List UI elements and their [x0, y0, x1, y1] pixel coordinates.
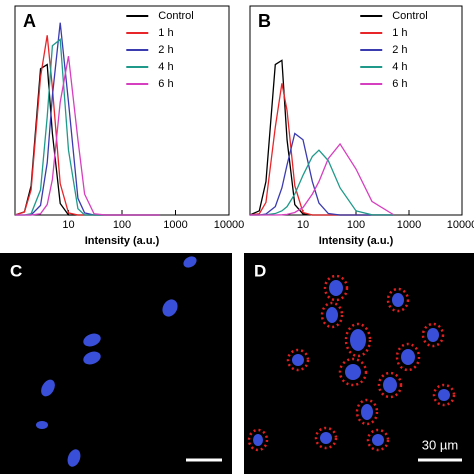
x-axis-label: Intensity (a.u.) — [319, 235, 394, 247]
chart: 10 100 1000 10000 Intensity (a.u.) B Control 1 … — [249, 5, 474, 247]
legend-label: 6 h — [158, 78, 173, 90]
x-tick-label: 100 — [347, 219, 365, 231]
panel-label: C — [10, 261, 22, 280]
micrograph-d: 30 µm D — [244, 253, 474, 474]
panel-label: D — [254, 261, 266, 280]
series-line — [14, 35, 160, 216]
series-line — [250, 132, 394, 216]
nuclei — [253, 280, 450, 446]
x-tick-label: 10000 — [447, 219, 474, 231]
image-background — [244, 253, 474, 474]
x-tick-label: 10000 — [214, 219, 245, 231]
plot-frame — [249, 5, 463, 216]
x-tick-label: 100 — [113, 219, 131, 231]
panel-label: A — [23, 11, 36, 31]
x-tick-label: 1000 — [163, 219, 187, 231]
legend-label: Control — [392, 10, 427, 22]
nuclei — [36, 256, 197, 467]
legend-label: 1 h — [158, 27, 173, 39]
x-tick-label: 1000 — [397, 219, 421, 231]
series-line — [250, 142, 394, 216]
legend-label: 2 h — [158, 44, 173, 56]
legend-label: 6 h — [392, 78, 407, 90]
red-signal — [247, 274, 456, 452]
image-background — [0, 253, 232, 474]
legend-label: 4 h — [158, 61, 173, 73]
legend-label: Control — [158, 10, 193, 22]
legend-label: 1 h — [392, 27, 407, 39]
panel-label: B — [258, 11, 271, 31]
x-tick-label: 10 — [62, 219, 74, 231]
legend-label: 4 h — [392, 61, 407, 73]
legend-label: 2 h — [392, 44, 407, 56]
series-line — [15, 56, 160, 216]
series-line — [14, 63, 160, 216]
x-axis-label: Intensity (a.u.) — [85, 235, 160, 247]
x-tick-label: 10 — [297, 219, 309, 231]
scale-bar-label: 30 µm — [422, 437, 458, 452]
micrograph-c: C — [0, 253, 232, 474]
chart: 10 100 1000 10000 Intensity (a.u.) A Control 1 … — [14, 5, 245, 247]
series-line — [249, 83, 394, 216]
